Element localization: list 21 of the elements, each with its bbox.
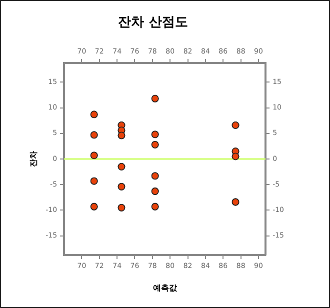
point [90, 131, 98, 139]
point [151, 130, 159, 138]
point [232, 152, 240, 160]
point [118, 204, 126, 212]
point [118, 162, 126, 170]
point [151, 140, 159, 148]
x-axis-title: 예측값 [152, 283, 178, 292]
y-axis-title: 잔차 [28, 151, 38, 167]
point [90, 110, 98, 118]
point [90, 177, 98, 185]
point [90, 152, 98, 160]
point [151, 172, 159, 180]
point [118, 182, 126, 190]
point [232, 122, 240, 129]
point [151, 202, 159, 210]
point [151, 188, 159, 195]
point [151, 94, 159, 102]
point [90, 202, 98, 210]
point [118, 132, 126, 140]
chart-title: 잔차 산점도 [118, 15, 188, 30]
point [232, 198, 240, 206]
